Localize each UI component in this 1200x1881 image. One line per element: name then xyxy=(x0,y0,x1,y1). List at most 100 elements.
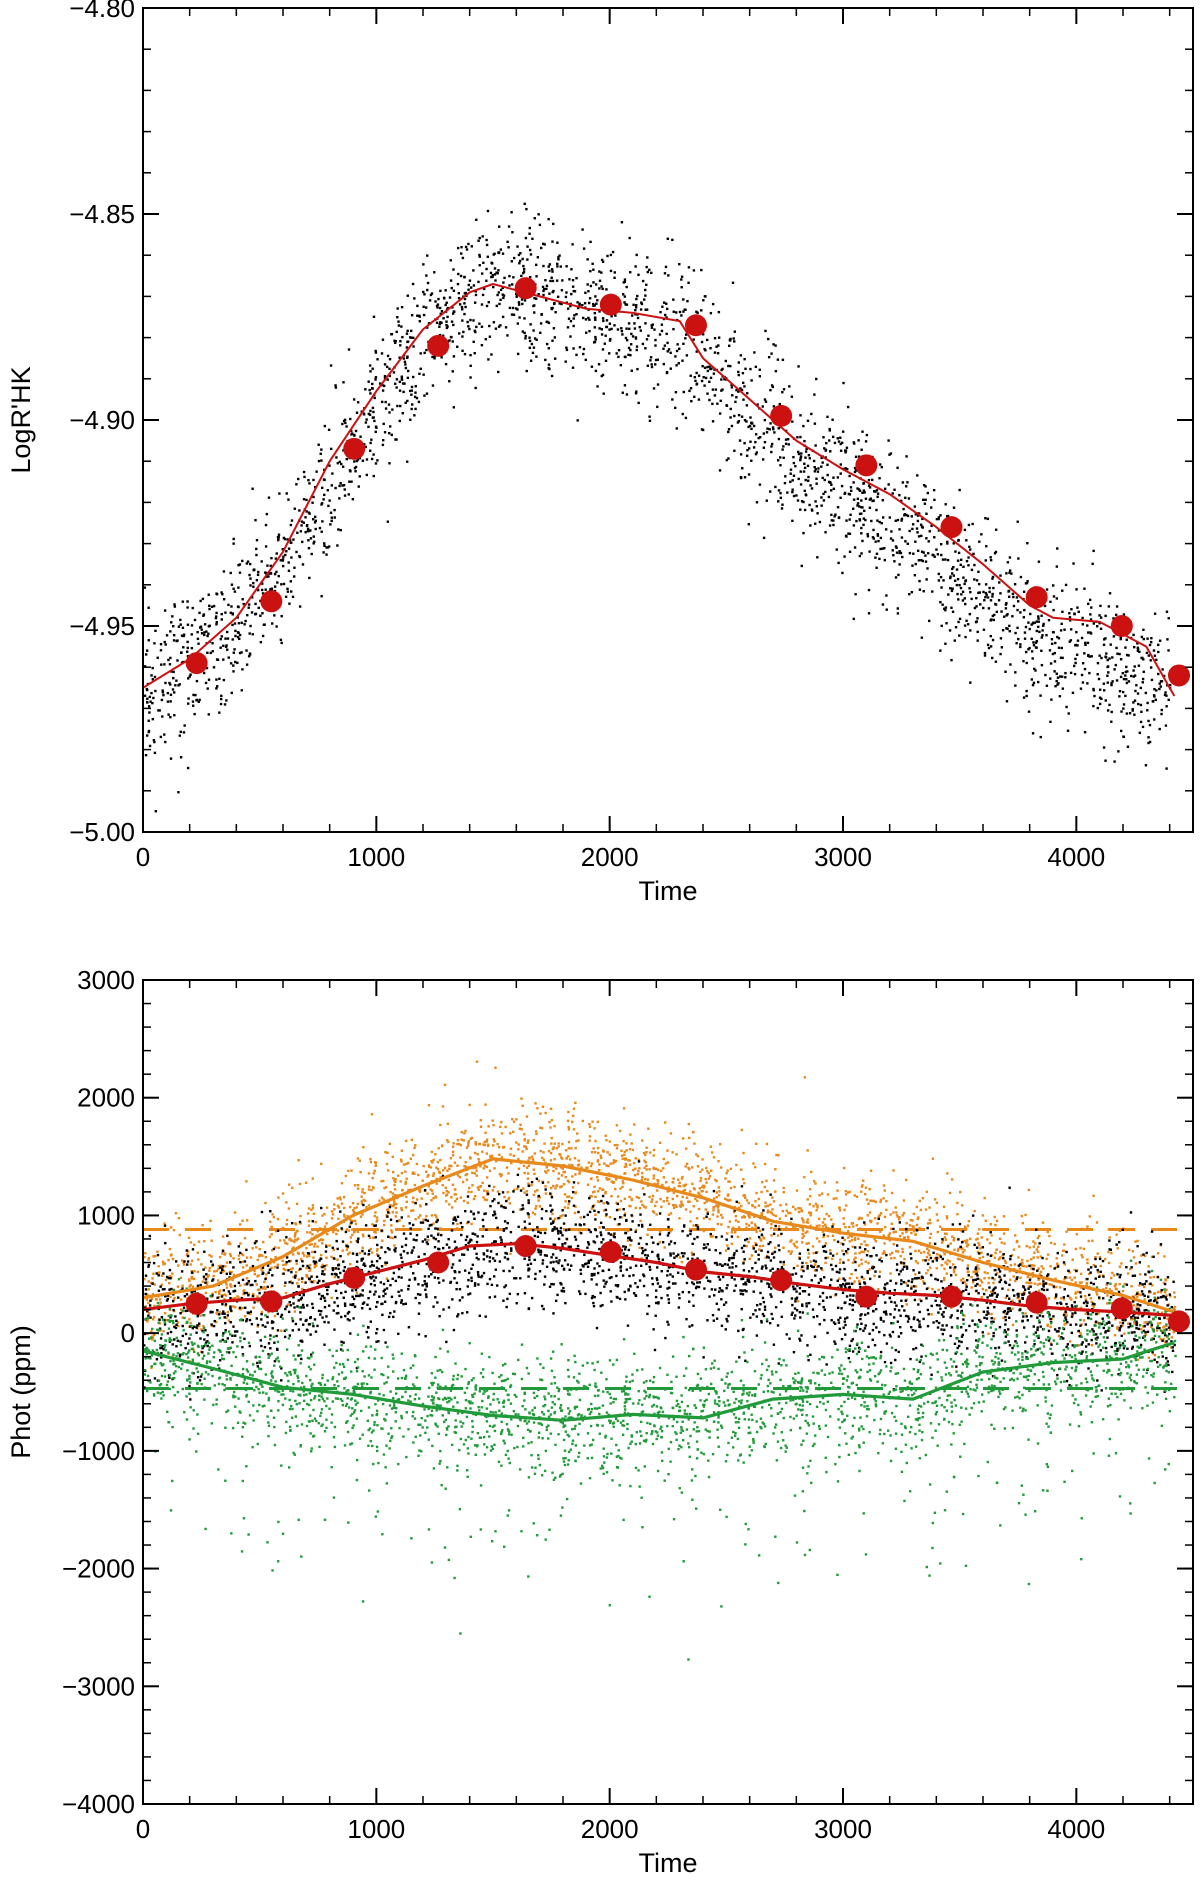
point xyxy=(189,1321,192,1325)
point xyxy=(765,499,768,502)
point xyxy=(716,402,719,405)
point xyxy=(152,1272,155,1275)
point xyxy=(1015,642,1018,645)
point xyxy=(868,506,872,509)
point xyxy=(490,1154,494,1158)
point xyxy=(1009,663,1012,666)
point xyxy=(534,1190,537,1193)
point xyxy=(596,1160,599,1163)
point xyxy=(827,495,831,499)
point xyxy=(154,810,158,813)
point xyxy=(948,629,952,632)
point xyxy=(1006,613,1009,616)
point xyxy=(1017,557,1020,560)
point xyxy=(599,1156,603,1160)
point xyxy=(688,1190,692,1193)
point xyxy=(685,1162,689,1166)
point xyxy=(620,221,624,224)
point xyxy=(281,1192,285,1195)
point xyxy=(539,331,542,334)
point xyxy=(313,1263,317,1266)
point xyxy=(428,299,432,302)
point xyxy=(963,624,967,627)
point xyxy=(695,1153,698,1156)
point xyxy=(232,670,235,673)
point xyxy=(517,1143,520,1146)
point xyxy=(1131,707,1134,711)
point xyxy=(452,268,455,271)
point xyxy=(956,1249,960,1252)
point xyxy=(574,1101,577,1105)
point xyxy=(860,448,863,451)
point xyxy=(440,310,444,313)
point xyxy=(792,1225,795,1228)
point xyxy=(381,383,384,387)
point xyxy=(737,413,741,417)
point xyxy=(660,323,664,326)
point xyxy=(569,319,573,323)
point xyxy=(963,1280,966,1283)
point xyxy=(904,540,907,543)
point xyxy=(706,1170,709,1173)
point xyxy=(715,1196,718,1199)
point xyxy=(533,217,536,220)
point xyxy=(173,605,177,608)
point xyxy=(639,1219,642,1223)
point xyxy=(799,483,803,486)
point xyxy=(833,441,837,445)
point xyxy=(1134,689,1137,693)
point xyxy=(1016,520,1019,523)
point xyxy=(388,462,391,465)
point xyxy=(473,1172,477,1175)
point xyxy=(939,575,943,579)
point xyxy=(450,286,453,290)
point xyxy=(975,1271,979,1274)
point xyxy=(623,280,627,283)
point xyxy=(860,512,863,515)
point xyxy=(586,283,589,286)
point xyxy=(433,271,436,274)
point xyxy=(1050,642,1054,645)
point xyxy=(516,352,520,356)
point xyxy=(1069,671,1073,675)
point xyxy=(795,1189,799,1192)
point xyxy=(303,475,306,479)
point xyxy=(1167,617,1170,620)
point xyxy=(901,1214,904,1217)
point xyxy=(566,307,570,310)
point xyxy=(994,550,998,554)
point xyxy=(342,381,345,384)
point xyxy=(427,1185,430,1188)
point xyxy=(855,1276,859,1280)
point xyxy=(492,1124,495,1127)
point xyxy=(216,658,220,662)
point xyxy=(436,306,439,309)
point xyxy=(533,311,536,314)
point xyxy=(848,1240,851,1243)
point xyxy=(916,531,919,534)
point xyxy=(516,322,520,325)
point xyxy=(991,1290,995,1294)
point xyxy=(935,548,938,551)
point xyxy=(406,340,410,343)
point xyxy=(621,391,624,394)
point xyxy=(399,1180,402,1183)
point xyxy=(422,263,425,266)
point xyxy=(382,422,385,426)
point xyxy=(460,1130,463,1134)
point xyxy=(588,297,592,300)
point xyxy=(273,585,277,588)
point xyxy=(497,269,500,272)
point xyxy=(267,1310,270,1314)
point xyxy=(634,1157,637,1160)
point xyxy=(456,1174,460,1177)
point xyxy=(250,611,254,614)
point xyxy=(489,271,493,275)
point xyxy=(1072,562,1075,565)
point xyxy=(1073,664,1076,668)
point xyxy=(238,571,242,574)
point xyxy=(900,519,903,522)
point xyxy=(550,306,553,310)
point xyxy=(1070,1298,1073,1301)
point xyxy=(1088,671,1091,675)
